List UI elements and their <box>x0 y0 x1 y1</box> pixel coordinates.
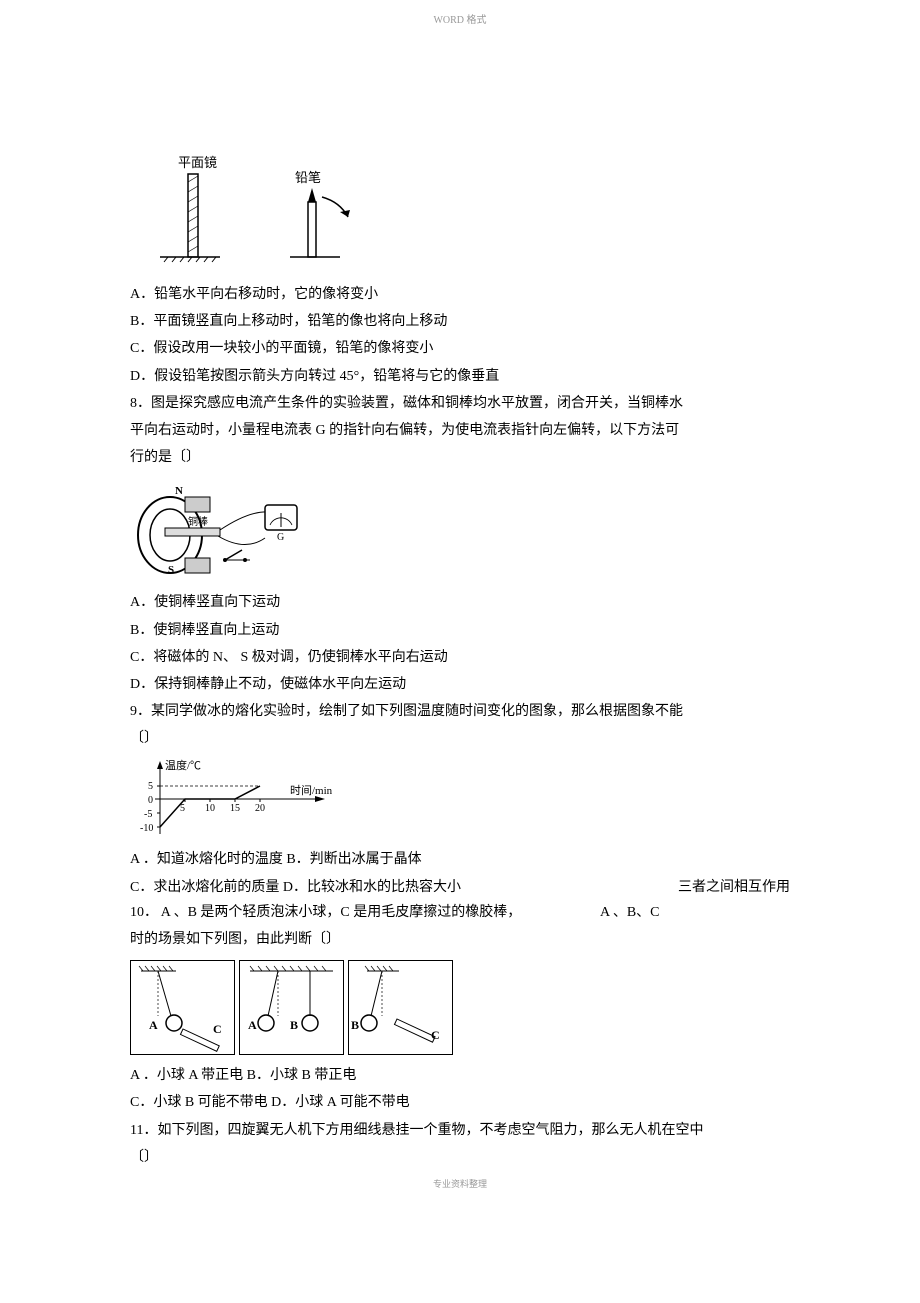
figure-electromagnetic: N S 铜棒 G <box>130 480 310 575</box>
q9-line1: 9．某同学做冰的熔化实验时，绘制了如下列图温度随时间变化的图象，那么根据图象不能 <box>130 699 790 724</box>
pencil-label: 铅笔 <box>295 170 321 185</box>
q7-option-b: B．平面镜竖直向上移动时，铅笔的像也将向上移动 <box>130 309 790 334</box>
svg-text:10: 10 <box>205 803 215 814</box>
svg-text:N: N <box>175 485 183 497</box>
q8-line3: 行的是〔〕 <box>130 445 790 470</box>
ball-panel-3: B C <box>348 960 453 1055</box>
svg-text:15: 15 <box>230 803 240 814</box>
svg-text:B: B <box>290 1018 298 1032</box>
ball-panel-1: A C <box>130 960 235 1055</box>
q9-line2: 〔〕 <box>130 726 790 751</box>
svg-text:-10: -10 <box>140 823 153 834</box>
q10-option-cd: C．小球 B 可能不带电 D．小球 A 可能不带电 <box>130 1090 790 1115</box>
q8-option-d: D．保持铜棒静止不动，使磁体水平向左运动 <box>130 672 790 697</box>
svg-text:G: G <box>277 532 284 543</box>
svg-text:A: A <box>248 1018 257 1032</box>
main-content: 平面镜 铅笔 <box>0 42 920 1212</box>
figure-balls: A C <box>130 960 790 1055</box>
q9-option-cd: C．求出冰熔化前的质量 D．比较冰和水的比热容大小 <box>130 880 461 895</box>
q10-inline-right1: A 、B、C <box>600 900 660 925</box>
q10-line1-row: 10． A 、B 是两个轻质泡沫小球，C 是用毛皮摩擦过的橡胶棒， A 、B、C <box>130 900 790 925</box>
q10-inline-right2: 三者之间相互作用 <box>678 875 790 900</box>
q7-option-d: D．假设铅笔按图示箭头方向转过 45°，铅笔将与它的像垂直 <box>130 364 790 389</box>
svg-text:时间/min: 时间/min <box>290 784 333 797</box>
q8-option-a: A．使铜棒竖直向下运动 <box>130 590 790 615</box>
q11-line1: 11．如下列图，四旋翼无人机下方用细线悬挂一个重物，不考虑空气阻力，那么无人机在… <box>130 1118 790 1143</box>
q10-line2: 时的场景如下列图，由此判断〔〕 <box>130 927 790 952</box>
figure-temperature-graph: 温度/℃ 时间/min 5 0 -5 -10 5 10 15 20 <box>130 759 330 839</box>
svg-text:温度/℃: 温度/℃ <box>165 759 201 772</box>
q8-option-b: B．使铜棒竖直向上运动 <box>130 618 790 643</box>
svg-text:A: A <box>149 1018 158 1032</box>
q9-option-cd-row: C．求出冰熔化前的质量 D．比较冰和水的比热容大小 三者之间相互作用 <box>130 875 790 900</box>
svg-text:-5: -5 <box>144 809 152 820</box>
svg-text:C: C <box>213 1022 222 1036</box>
q8-line1: 8．图是探究感应电流产生条件的实验装置，磁体和铜棒均水平放置，闭合开关，当铜棒水 <box>130 391 790 416</box>
q9-option-ab: A ．知道冰熔化时的温度 B．判断出冰属于晶体 <box>130 847 790 872</box>
svg-text:铜棒: 铜棒 <box>188 515 208 528</box>
svg-text:20: 20 <box>255 803 265 814</box>
page-footer: 专业资料整理 <box>0 1156 920 1212</box>
q10-line1: 10． A 、B 是两个轻质泡沫小球，C 是用毛皮摩擦过的橡胶棒， <box>130 905 521 920</box>
q8-line2: 平向右运动时，小量程电流表 G 的指针向右偏转，为使电流表指针向左偏转，以下方法… <box>130 418 790 443</box>
svg-text:S: S <box>168 564 174 575</box>
svg-text:0: 0 <box>148 795 153 806</box>
figure-mirror-pencil: 平面镜 铅笔 <box>160 152 360 267</box>
q7-option-c: C．假设改用一块较小的平面镜，铅笔的像将变小 <box>130 336 790 361</box>
svg-text:C: C <box>431 1028 440 1042</box>
svg-text:B: B <box>351 1018 359 1032</box>
mirror-label: 平面镜 <box>178 155 217 170</box>
page-header: WORD 格式 <box>0 0 920 42</box>
svg-text:5: 5 <box>148 781 153 792</box>
q10-option-ab: A ．小球 A 带正电 B．小球 B 带正电 <box>130 1063 790 1088</box>
q7-option-a: A．铅笔水平向右移动时，它的像将变小 <box>130 282 790 307</box>
ball-panel-2: A B <box>239 960 344 1055</box>
q8-option-c: C．将磁体的 N、 S 极对调，仍使铜棒水平向右运动 <box>130 645 790 670</box>
